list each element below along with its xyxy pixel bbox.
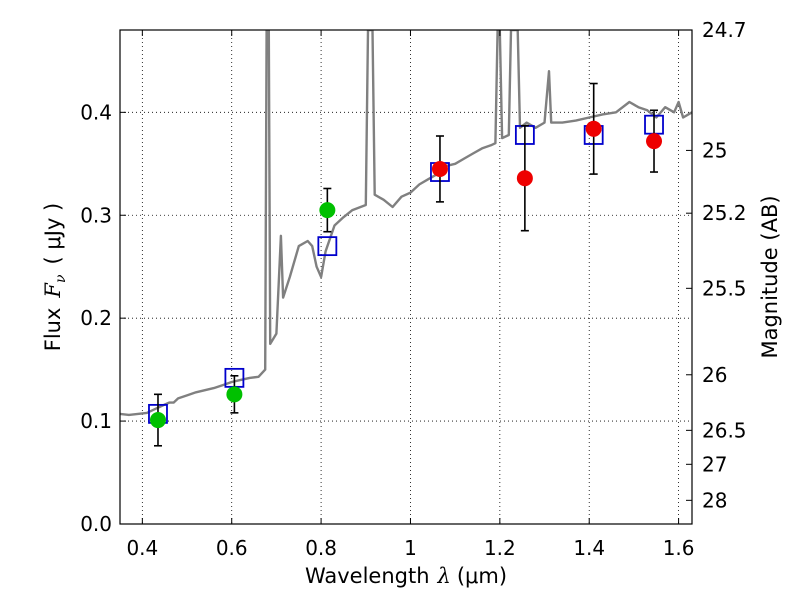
x-tick-label: 1.2: [484, 536, 516, 560]
y-tick-label: 0.4: [80, 100, 112, 124]
nir-point: [431, 160, 448, 177]
nir-point: [516, 170, 533, 187]
optical-point: [226, 386, 243, 403]
nir-point: [585, 120, 602, 137]
y-axis-label: FluxFν( μJy ): [41, 203, 69, 351]
mag-tick-label: 27: [702, 452, 727, 476]
optical-point: [149, 412, 166, 429]
plot-data: [120, 30, 692, 447]
x-axis-label: Wavelength λ (μm): [305, 564, 507, 588]
mag-tick-label: 25.2: [702, 201, 747, 225]
y-tick-label: 0.3: [80, 203, 112, 227]
model-photometry-square: [317, 236, 338, 257]
model-spectrum-line: [120, 30, 692, 417]
mag-tick-label: 28: [702, 488, 727, 512]
mag-tick-label: 25: [702, 138, 727, 162]
x-tick-label: 1: [404, 536, 417, 560]
y-tick-label: 0.1: [80, 409, 112, 433]
mag-tick-label: 26: [702, 363, 727, 387]
x-tick-label: 1.4: [573, 536, 605, 560]
grid-lines: [120, 30, 692, 524]
y-tick-label: 0.2: [80, 306, 112, 330]
x-tick-label: 0.8: [305, 536, 337, 560]
y2-axis-label: Magnitude (AB): [758, 195, 782, 358]
mag-tick-label: 25.5: [702, 276, 747, 300]
mag-tick-label: 26.5: [702, 418, 747, 442]
optical-point: [319, 202, 336, 219]
plot-frame: [119, 29, 693, 525]
x-tick-label: 1.6: [663, 536, 695, 560]
y-tick-label: 0.0: [80, 512, 112, 536]
x-tick-label: 0.6: [216, 536, 248, 560]
axis-ticks: 0.4 0.6 0.8 1 1.2 1.4 1.6 0.0 0.1 0.2 0.3 0.4 24.7 25…: [80, 18, 746, 560]
nir-point: [646, 133, 663, 150]
x-tick-label: 0.4: [126, 536, 158, 560]
mag-tick-label: 24.7: [702, 18, 747, 42]
